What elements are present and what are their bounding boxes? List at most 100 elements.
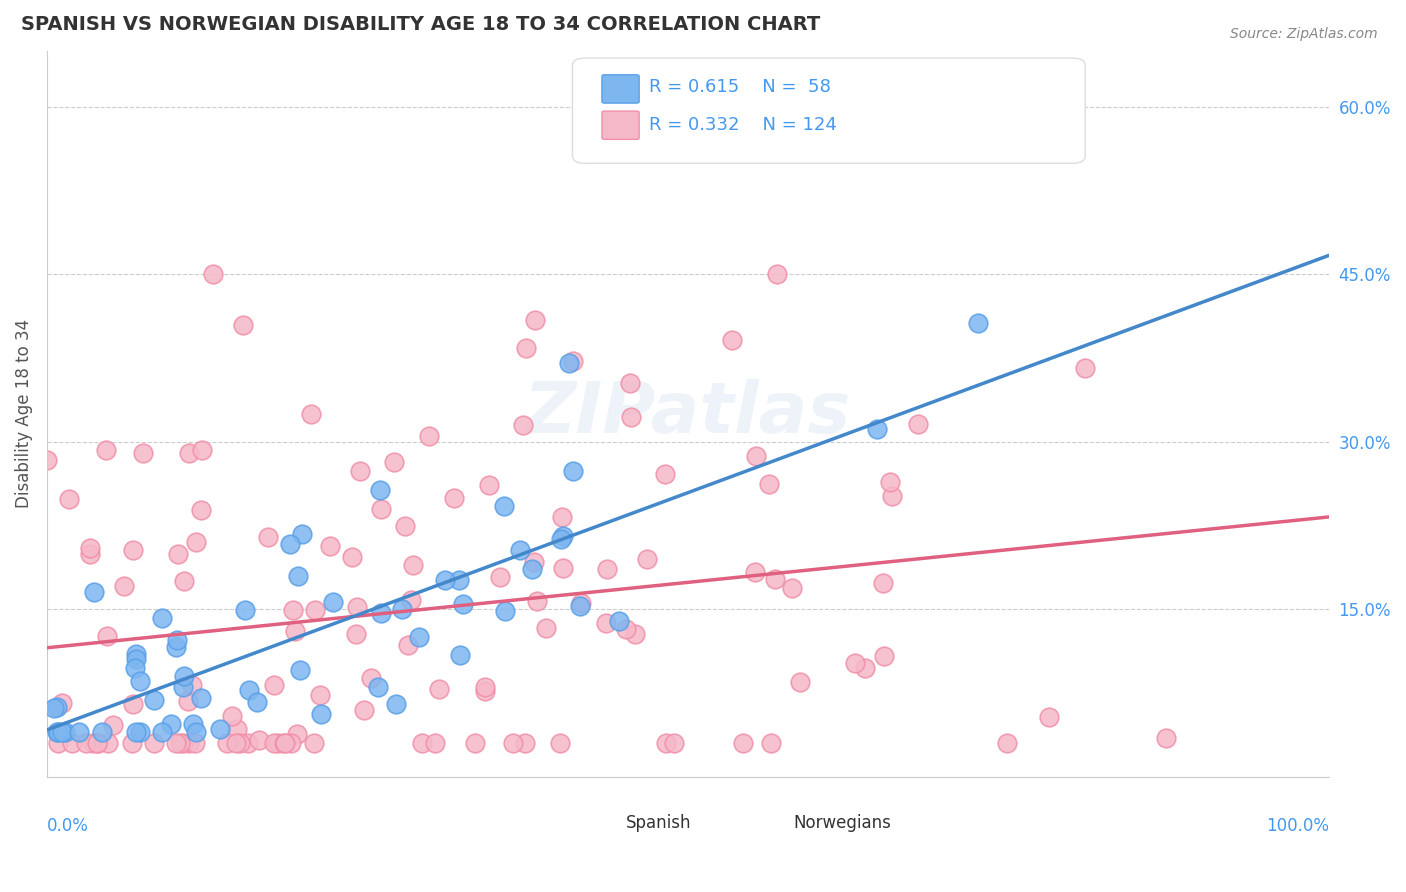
Point (51, 696, 73, 710)
Point (82, 736, 104, 750)
Point (394, 519, 416, 533)
Point (553, 529, 575, 543)
Point (190, 691, 212, 706)
Point (221, 709, 243, 723)
Point (263, 678, 285, 692)
Point (408, 630, 430, 644)
Point (342, 550, 364, 565)
Point (273, 736, 295, 750)
Point (492, 500, 515, 514)
Point (616, 622, 638, 636)
Point (169, 736, 191, 750)
Point (35, 453, 58, 467)
Point (112, 579, 135, 593)
Point (423, 736, 446, 750)
Point (173, 574, 195, 588)
Point (418, 428, 440, 442)
Point (368, 483, 391, 498)
Point (287, 569, 309, 583)
Point (524, 312, 547, 326)
Point (121, 736, 143, 750)
Point (489, 570, 512, 584)
Point (79, 541, 101, 555)
FancyBboxPatch shape (602, 75, 640, 103)
Point (758, 476, 780, 491)
Point (132, 446, 155, 460)
Point (143, 693, 166, 707)
Point (177, 694, 200, 708)
Point (181, 717, 204, 731)
Point (285, 727, 308, 741)
Point (636, 552, 658, 566)
Point (765, 267, 787, 281)
Point (744, 565, 766, 579)
Point (128, 674, 150, 689)
Point (309, 688, 332, 702)
Point (569, 596, 592, 610)
Point (284, 624, 307, 638)
Point (443, 491, 465, 506)
Point (273, 736, 295, 750)
Point (83, 585, 105, 599)
Point (520, 562, 543, 576)
Point (401, 593, 423, 607)
Point (353, 704, 375, 718)
Point (124, 661, 146, 675)
Point (46, 700, 69, 714)
Text: R = 0.615    N =  58: R = 0.615 N = 58 (650, 78, 831, 96)
Point (309, 707, 332, 722)
Point (322, 595, 344, 609)
Point (302, 736, 325, 750)
Point (596, 562, 619, 576)
Point (654, 736, 676, 750)
Point (385, 697, 408, 711)
Point (53, 725, 76, 739)
Point (464, 736, 486, 750)
Point (233, 602, 256, 616)
Point (1038, 710, 1060, 724)
Point (79, 547, 101, 561)
Point (720, 333, 742, 347)
Point (550, 533, 572, 547)
Point (263, 736, 285, 750)
Point (232, 318, 254, 332)
Point (172, 736, 194, 750)
Point (866, 422, 889, 436)
Point (344, 627, 367, 641)
Point (562, 464, 585, 478)
Text: 100.0%: 100.0% (1265, 816, 1329, 835)
Point (434, 573, 457, 587)
FancyBboxPatch shape (749, 814, 786, 832)
Point (167, 547, 190, 561)
Point (165, 640, 187, 654)
Point (873, 648, 896, 663)
Point (595, 615, 617, 630)
Point (761, 736, 783, 750)
Point (124, 647, 146, 661)
Point (502, 736, 524, 750)
Point (165, 736, 187, 750)
Point (346, 600, 368, 615)
Point (225, 736, 247, 750)
Point (411, 736, 433, 750)
Point (60, 736, 83, 750)
Point (247, 732, 270, 747)
Point (172, 680, 194, 694)
Point (256, 530, 278, 544)
Point (238, 682, 260, 697)
Point (523, 555, 546, 569)
Point (202, 267, 225, 281)
Point (449, 648, 471, 662)
Point (291, 526, 314, 541)
Point (238, 736, 260, 750)
Point (494, 604, 516, 618)
Point (143, 736, 166, 750)
Point (1074, 360, 1097, 375)
Point (280, 537, 302, 551)
Point (370, 606, 392, 620)
Point (396, 638, 419, 652)
Point (367, 680, 389, 694)
Point (402, 558, 425, 572)
Point (382, 455, 405, 469)
Point (190, 503, 212, 517)
